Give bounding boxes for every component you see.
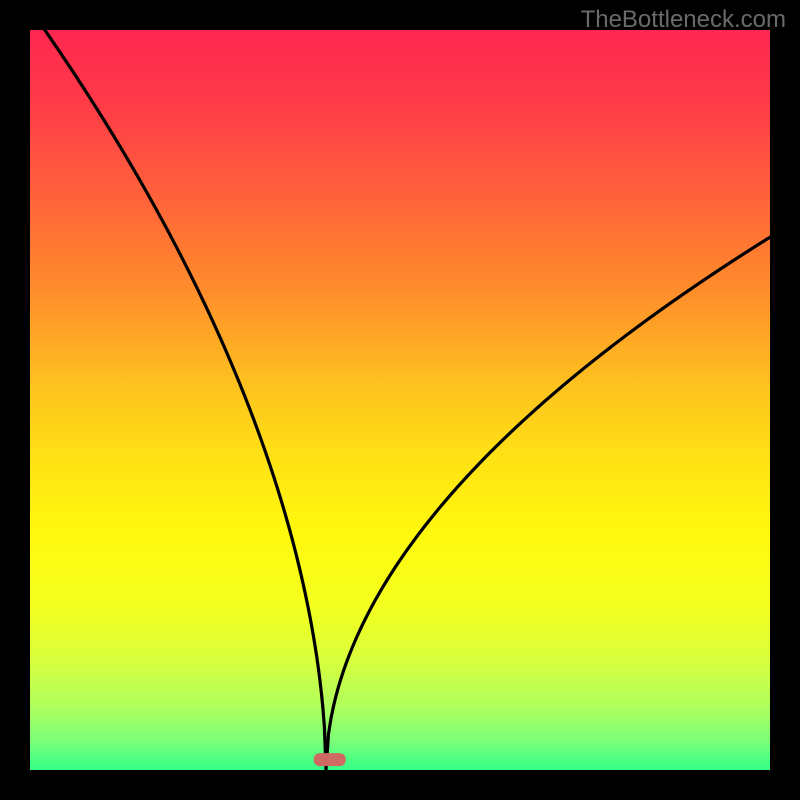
optimal-marker xyxy=(314,753,346,766)
gradient-background xyxy=(30,30,770,770)
plot-svg xyxy=(30,30,770,770)
chart-container: TheBottleneck.com xyxy=(0,0,800,800)
watermark-text: TheBottleneck.com xyxy=(581,6,786,34)
plot-area xyxy=(30,30,770,770)
